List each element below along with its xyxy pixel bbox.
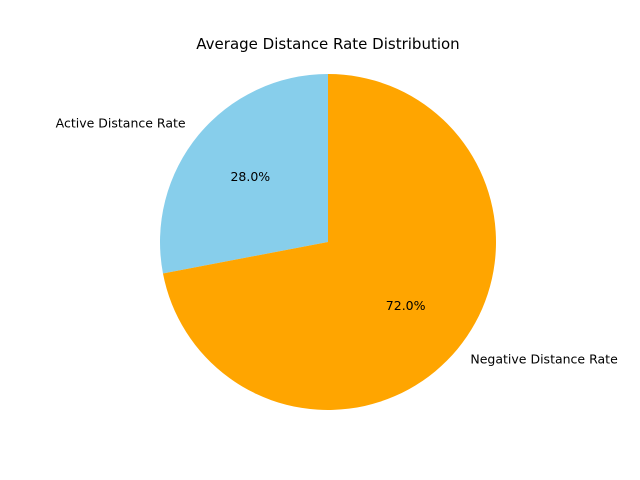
percent-label-active-distance-rate: 28.0%: [230, 169, 270, 184]
pie-labels: Active Distance Rate 28.0% Negative Distan…: [56, 116, 618, 367]
slice-label-active-distance-rate: Active Distance Rate: [56, 116, 186, 131]
percent-label-negative-distance-rate: 72.0%: [386, 298, 426, 313]
pie-slices: [159, 74, 496, 411]
chart-title: Average Distance Rate Distribution: [196, 35, 459, 53]
pie-slice-negative-distance-rate: [162, 74, 496, 411]
slice-label-negative-distance-rate: Negative Distance Rate: [470, 351, 618, 366]
pie-slice-active-distance-rate: [159, 74, 328, 274]
